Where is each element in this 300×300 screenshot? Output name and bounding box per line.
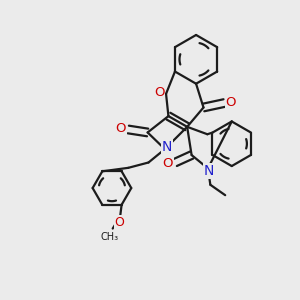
Text: O: O	[163, 157, 173, 170]
Text: O: O	[116, 122, 126, 135]
Text: O: O	[226, 96, 236, 109]
Text: CH₃: CH₃	[101, 232, 119, 242]
Text: N: N	[161, 140, 172, 154]
Text: O: O	[154, 86, 164, 99]
Text: O: O	[115, 215, 124, 229]
Text: N: N	[204, 164, 214, 178]
